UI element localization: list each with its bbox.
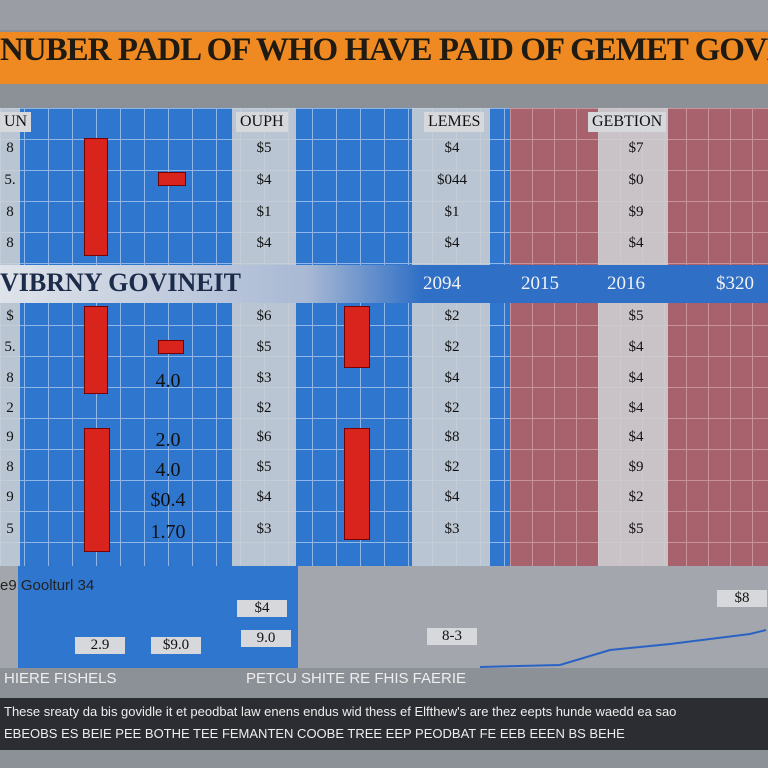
cell: 2 <box>6 400 14 416</box>
cell: 5. <box>4 339 16 355</box>
title: NUBER PADL OF WHO HAVE PAID OF GEMET GOV… <box>0 32 768 68</box>
cell: 8 <box>6 370 14 386</box>
middle-value: $0.4 <box>150 489 186 511</box>
red-bar <box>84 306 108 394</box>
gray-column <box>598 108 668 566</box>
cell: $4 <box>628 235 644 251</box>
cell: $1 <box>256 204 272 220</box>
cell: $2 <box>256 400 272 416</box>
cell: 5 <box>6 521 14 537</box>
cell: $4 <box>444 140 460 156</box>
lower-value: $8 <box>717 590 767 607</box>
red-bar <box>158 340 184 354</box>
lower-label: e9 Goolturl 34 <box>0 577 95 594</box>
gray-column <box>412 108 490 568</box>
middle-value: 2.0 <box>155 429 181 451</box>
cell: 8 <box>6 204 14 220</box>
cell: $3 <box>256 370 272 386</box>
banner-year: $320 <box>716 273 754 294</box>
lower-value: 9.0 <box>241 630 291 647</box>
cell: $2 <box>444 308 460 324</box>
cell: $4 <box>628 400 644 416</box>
cell: 5. <box>4 172 16 188</box>
cell: $4 <box>628 339 644 355</box>
footer-label: PETCU SHITE RE FHIS FAERIE <box>246 670 467 687</box>
lower-value: $4 <box>237 600 287 617</box>
banner-year: 2016 <box>607 273 645 294</box>
cell: $7 <box>628 140 644 156</box>
banner-year: 2094 <box>423 273 461 294</box>
cell: $9 <box>628 459 644 475</box>
footer-line: EBEOBS ES BEIE PEE BOTHE TEE FEMANTEN CO… <box>4 726 625 741</box>
middle-value: 1.70 <box>150 521 186 543</box>
footer-label: HIERE FISHELS <box>4 670 117 687</box>
column-header: LEMES <box>424 112 485 132</box>
lower-value: 8-3 <box>427 628 477 645</box>
cell: $5 <box>628 521 644 537</box>
middle-value: 4.0 <box>155 459 181 481</box>
red-bar <box>158 172 186 186</box>
cell: $8 <box>444 429 460 445</box>
gray-column <box>232 108 296 568</box>
column-header: OUPH <box>236 112 288 132</box>
cell: $9 <box>628 204 644 220</box>
cell: $5 <box>256 459 272 475</box>
cell: $2 <box>444 459 460 475</box>
cell: 8 <box>6 235 14 251</box>
cell: $6 <box>256 429 272 445</box>
red-bar <box>84 428 110 552</box>
cell: $0 <box>628 172 644 188</box>
red-bar <box>84 138 108 256</box>
cell: $4 <box>628 370 644 386</box>
top-band <box>0 0 768 30</box>
cell: $ <box>6 308 14 324</box>
footer-line: These sreaty da bis govidle it et peodba… <box>4 704 677 719</box>
footer <box>0 698 768 750</box>
cell: $2 <box>628 489 644 505</box>
trend-line <box>479 629 767 668</box>
cell: 8 <box>6 140 14 156</box>
red-bar <box>344 306 370 368</box>
cell: $3 <box>256 521 272 537</box>
cell: $4 <box>256 172 272 188</box>
lower-value: 2.9 <box>75 637 125 654</box>
cell: $4 <box>256 489 272 505</box>
middle-value: 4.0 <box>155 370 181 392</box>
column-header: UN <box>0 112 32 132</box>
cell: $6 <box>256 308 272 324</box>
cell: $4 <box>444 370 460 386</box>
banner-label: VIBRNY GOVINEIT <box>0 268 242 297</box>
cell: $4 <box>444 489 460 505</box>
banner-year: 2015 <box>521 273 559 294</box>
cell: $2 <box>444 400 460 416</box>
cell: $3 <box>444 521 460 537</box>
cell: $5 <box>256 140 272 156</box>
cell: $4 <box>444 235 460 251</box>
cell: $2 <box>444 339 460 355</box>
lower-value: $9.0 <box>151 637 201 654</box>
gray-column <box>0 108 20 568</box>
cell: $5 <box>628 308 644 324</box>
cell: $4 <box>256 235 272 251</box>
cell: 9 <box>6 429 14 445</box>
cell: $5 <box>256 339 272 355</box>
title-bar <box>0 32 768 84</box>
cell: $044 <box>437 172 467 188</box>
trend-path <box>479 629 767 668</box>
cell: $1 <box>444 204 460 220</box>
red-bar <box>344 428 370 540</box>
column-header: GEBTION <box>588 112 667 132</box>
banner <box>0 265 768 303</box>
cell: 9 <box>6 489 14 505</box>
cell: 8 <box>6 459 14 475</box>
cell: $4 <box>628 429 644 445</box>
